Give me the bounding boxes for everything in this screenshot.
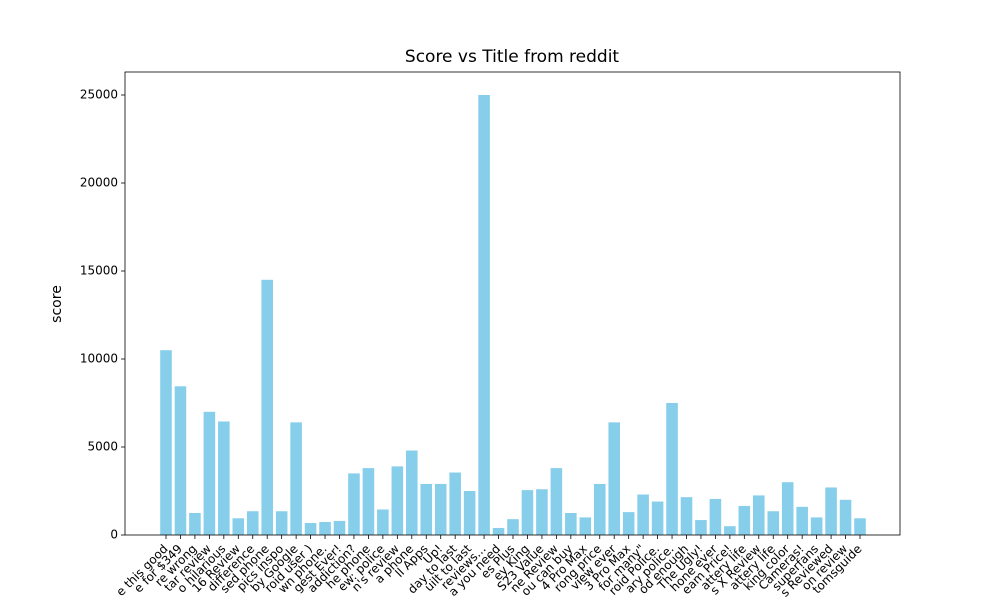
bar: [565, 513, 577, 535]
plot-frame: [124, 71, 901, 536]
y-tick-label: 5000: [87, 440, 118, 454]
bar: [608, 422, 620, 535]
y-axis-label: score: [49, 285, 65, 323]
bar: [854, 518, 866, 535]
bar: [536, 489, 548, 535]
bar: [478, 95, 490, 535]
bar: [839, 499, 852, 535]
bar: [825, 487, 837, 535]
bar: [246, 511, 259, 535]
bar: [377, 509, 389, 535]
bar: [463, 491, 476, 535]
bar: [521, 490, 534, 535]
bar: [348, 473, 360, 535]
bar: [174, 386, 187, 535]
y-tick-label: 15000: [80, 264, 118, 278]
bar: [261, 279, 273, 535]
bar: [781, 482, 794, 535]
bar: [810, 517, 823, 535]
bar: [550, 468, 563, 535]
y-tick-label: 20000: [80, 176, 118, 190]
y-tick-label: 25000: [80, 88, 118, 102]
bar: [738, 505, 751, 535]
bar: [203, 411, 216, 535]
bar: [666, 403, 678, 535]
bar: [724, 526, 736, 535]
bar: [579, 517, 592, 535]
bar: [304, 523, 317, 535]
y-tick-label: 0: [110, 528, 118, 542]
bar: [391, 466, 404, 535]
bar: [189, 513, 201, 535]
bar: [593, 483, 606, 535]
bar: [333, 520, 346, 535]
bar: [434, 483, 447, 535]
bar: [680, 497, 693, 535]
bar: [406, 450, 418, 535]
bar: [275, 511, 288, 535]
bar: [507, 519, 519, 535]
bar: [695, 520, 707, 535]
bar: [709, 498, 722, 535]
bar: [651, 501, 664, 535]
bar: [319, 521, 331, 535]
bar: [218, 421, 230, 535]
bar: [637, 494, 649, 535]
bar: [492, 527, 505, 535]
bar: [767, 511, 780, 535]
y-tick-label: 10000: [80, 352, 118, 366]
bar: [232, 518, 245, 535]
bar: [449, 472, 461, 535]
bar: [420, 483, 433, 535]
bar: [362, 468, 375, 535]
bar: [622, 512, 635, 535]
bar: [753, 495, 765, 535]
bar: [796, 506, 808, 535]
bar: [290, 422, 302, 535]
bar: [160, 350, 172, 535]
chart-title: Score vs Title from reddit: [405, 47, 620, 67]
